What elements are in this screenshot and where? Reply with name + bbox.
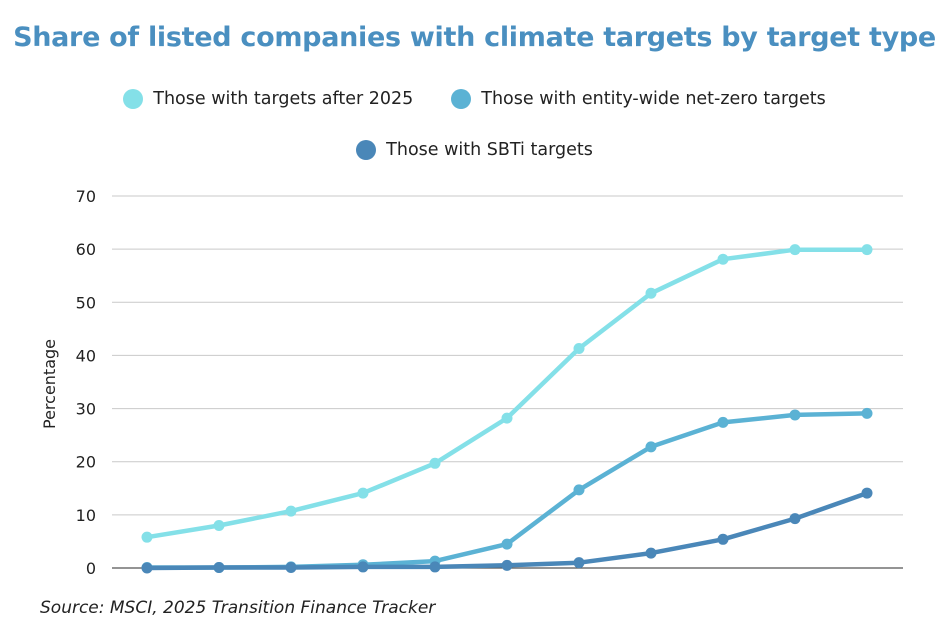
legend-marker <box>451 89 472 109</box>
legend-label: Those with entity-wide net-zero targets <box>481 89 826 109</box>
y-tick-label: 10 <box>76 506 96 525</box>
legend-marker <box>123 89 144 109</box>
source-note: Source: MSCI, 2025 Transition Finance Tr… <box>40 598 436 618</box>
data-point <box>429 561 441 573</box>
legend-item-targets-after-2025: Those with targets after 2025 <box>123 89 413 109</box>
data-point <box>861 487 873 499</box>
data-point <box>213 561 225 573</box>
data-point <box>645 547 657 559</box>
legend-marker <box>356 140 377 160</box>
y-tick-label: 20 <box>76 453 96 472</box>
data-point <box>501 538 513 550</box>
data-point <box>357 561 369 573</box>
data-point <box>141 531 153 543</box>
data-point <box>573 484 585 496</box>
data-point <box>861 407 873 419</box>
legend-item-sbti-targets: Those with SBTi targets <box>356 140 593 160</box>
data-point <box>573 343 585 355</box>
data-point <box>861 244 873 256</box>
legend-label: Those with targets after 2025 <box>153 89 414 109</box>
data-point <box>429 457 441 469</box>
data-point <box>501 412 513 424</box>
y-tick-label: 50 <box>76 293 96 312</box>
legend-label: Those with SBTi targets <box>386 140 593 160</box>
y-tick-label: 40 <box>76 346 96 365</box>
y-axis-label: Percentage <box>40 339 59 429</box>
chart-title: Share of listed companies with climate t… <box>13 22 936 53</box>
legend-item-net-zero-targets: Those with entity-wide net-zero targets <box>451 89 826 109</box>
data-point <box>357 487 369 499</box>
series-line <box>144 247 870 540</box>
y-tick-label: 30 <box>76 400 96 419</box>
data-point <box>645 287 657 299</box>
data-point <box>717 253 729 265</box>
data-point <box>789 513 801 525</box>
data-point <box>213 519 225 531</box>
data-point <box>141 562 153 574</box>
data-point <box>789 244 801 256</box>
y-tick-label: 70 <box>76 187 96 206</box>
series-line <box>144 490 870 571</box>
y-tick-label: 0 <box>86 559 96 578</box>
data-point <box>573 557 585 569</box>
data-point <box>789 409 801 421</box>
data-point <box>285 561 297 573</box>
data-point <box>717 533 729 545</box>
data-point <box>501 559 513 571</box>
data-point <box>645 441 657 453</box>
legend-row-2: Those with SBTi targets <box>0 140 949 160</box>
y-tick-label: 60 <box>76 240 96 259</box>
legend-row-1: Those with targets after 2025 Those with… <box>0 89 949 109</box>
data-point <box>717 416 729 428</box>
data-point <box>285 505 297 517</box>
